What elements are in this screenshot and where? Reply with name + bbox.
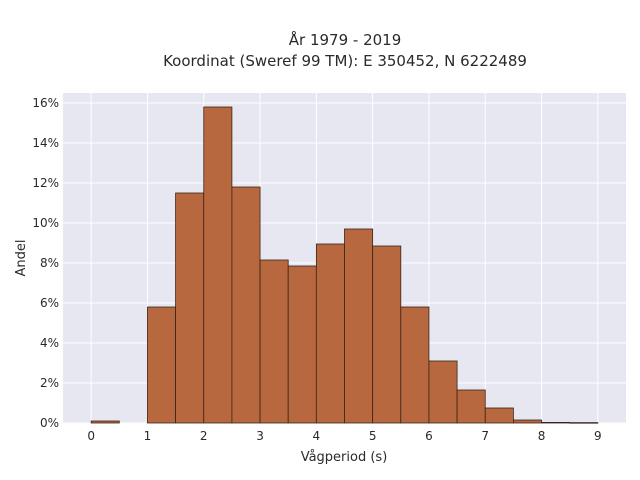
x-tick-label: 2	[200, 429, 208, 443]
x-tick-label: 9	[594, 429, 602, 443]
x-tick-label: 5	[369, 429, 377, 443]
histogram-bar	[372, 245, 402, 424]
x-tick-label: 4	[313, 429, 321, 443]
y-tick-label: 10%	[32, 216, 59, 230]
histogram-bar	[484, 407, 514, 424]
x-axis-label: Vågperiod (s)	[301, 450, 388, 465]
histogram-bar	[513, 419, 542, 424]
y-axis-ticks: 0% 2% 4% 6% 8% 10% 12% 14% 16%	[32, 96, 59, 430]
histogram-bar	[541, 421, 571, 424]
y-tick-label: 12%	[32, 176, 59, 190]
x-tick-label: 6	[425, 429, 433, 443]
bars	[90, 106, 599, 424]
y-axis-label: Andel	[14, 240, 29, 277]
histogram-bar	[344, 228, 374, 424]
histogram-bar	[259, 259, 289, 424]
x-tick-label: 3	[256, 429, 264, 443]
histogram-bar	[90, 420, 120, 424]
x-tick-label: 1	[144, 429, 152, 443]
y-tick-label: 14%	[32, 136, 59, 150]
histogram-bar	[147, 306, 176, 424]
x-tick-label: 8	[538, 429, 546, 443]
chart-title-line2: Koordinat (Sweref 99 TM): E 350452, N 62…	[163, 52, 527, 70]
y-tick-label: 8%	[40, 256, 59, 270]
histogram-bar	[569, 422, 599, 424]
histogram-bar	[315, 243, 345, 424]
y-tick-label: 6%	[40, 296, 59, 310]
histogram-bar	[287, 265, 317, 424]
histogram-bar	[456, 389, 486, 424]
histogram-bar	[203, 106, 233, 424]
histogram-bar	[400, 306, 430, 424]
y-tick-label: 4%	[40, 336, 59, 350]
y-tick-label: 0%	[40, 416, 59, 430]
chart-title-line1: År 1979 - 2019	[289, 30, 402, 49]
histogram-bar	[428, 360, 458, 424]
y-tick-label: 2%	[40, 376, 59, 390]
histogram-bar	[175, 192, 205, 424]
histogram-bar	[231, 186, 261, 424]
y-tick-label: 16%	[32, 96, 59, 110]
x-tick-label: 7	[481, 429, 489, 443]
x-tick-label: 0	[87, 429, 95, 443]
x-axis-ticks: 0 1 2 3 4 5 6 7 8 9	[87, 429, 601, 443]
